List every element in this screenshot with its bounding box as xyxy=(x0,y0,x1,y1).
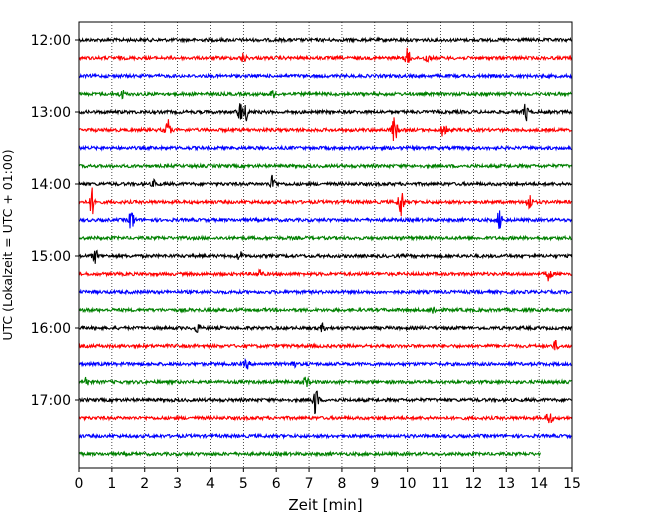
trace-17:45 xyxy=(78,450,541,458)
trace-16:45 xyxy=(78,376,572,387)
x-tick-label: 5 xyxy=(239,476,248,492)
y-tick-label: 15:00 xyxy=(31,249,71,265)
trace-14:15 xyxy=(78,187,572,217)
trace-16:00 xyxy=(78,321,572,333)
trace-16:15 xyxy=(78,340,573,351)
x-tick-label: 1 xyxy=(107,476,116,492)
trace-12:45 xyxy=(78,89,572,100)
y-tick-label: 12:00 xyxy=(31,33,71,49)
x-tick-label: 9 xyxy=(370,476,379,492)
trace-15:30 xyxy=(78,288,572,296)
y-tick-label: 13:00 xyxy=(31,105,71,121)
trace-17:00 xyxy=(78,390,572,415)
x-tick-label: 6 xyxy=(272,476,281,492)
x-tick-label: 0 xyxy=(75,476,84,492)
y-axis-label: UTC (Lokalzeit = UTC + 01:00) xyxy=(0,149,15,340)
trace-13:45 xyxy=(78,162,573,170)
x-tick-label: 14 xyxy=(530,476,548,492)
trace-12:30 xyxy=(78,72,573,80)
x-tick-label: 13 xyxy=(497,476,515,492)
x-tick-label: 2 xyxy=(140,476,149,492)
trace-14:00 xyxy=(78,174,572,189)
trace-16:30 xyxy=(78,357,572,370)
trace-15:15 xyxy=(78,268,573,282)
trace-17:30 xyxy=(78,432,572,440)
x-tick-label: 4 xyxy=(206,476,215,492)
trace-15:45 xyxy=(78,306,573,314)
x-tick-label: 3 xyxy=(173,476,182,492)
trace-13:00 xyxy=(78,103,573,122)
x-tick-label: 8 xyxy=(337,476,346,492)
x-axis-label: Zeit [min] xyxy=(288,496,362,514)
x-axis-ticks: 0 1 2 3 4 5 6 7 8 9 10 11 12 13 14 15 xyxy=(75,468,581,492)
x-tick-label: 10 xyxy=(399,476,417,492)
trace-15:00 xyxy=(79,249,573,264)
y-tick-label: 16:00 xyxy=(31,321,71,337)
traces xyxy=(78,36,573,458)
trace-13:15 xyxy=(78,117,572,141)
trace-12:00 xyxy=(78,36,573,44)
trace-13:30 xyxy=(78,144,572,152)
x-tick-label: 15 xyxy=(563,476,581,492)
y-axis-ticks: 12:00 13:00 14:00 15:00 16:00 17:00 xyxy=(31,33,79,409)
trace-12:15 xyxy=(78,47,573,63)
x-tick-label: 7 xyxy=(305,476,314,492)
y-tick-label: 14:00 xyxy=(31,177,71,193)
x-tick-label: 11 xyxy=(432,476,450,492)
trace-14:45 xyxy=(78,234,572,242)
y-tick-label: 17:00 xyxy=(31,393,71,409)
trace-17:15 xyxy=(78,413,573,424)
trace-14:30 xyxy=(78,210,573,229)
x-tick-label: 12 xyxy=(464,476,482,492)
